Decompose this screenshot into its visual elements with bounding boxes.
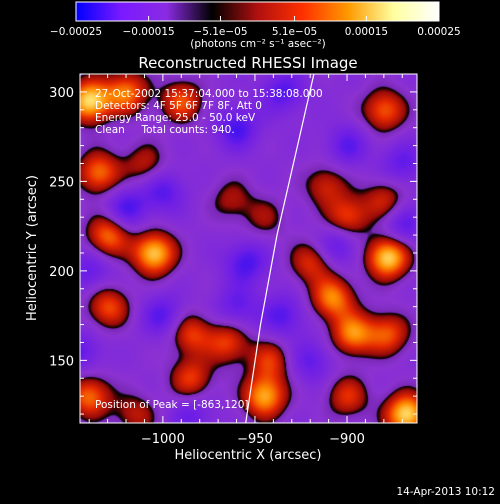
colorbar-tick-label: −0.00015 (122, 26, 174, 38)
y-tick-label: 150 (49, 354, 74, 369)
annotation-clean-counts: Clean Total counts: 940. (95, 124, 235, 136)
y-tick-label: 200 (49, 265, 74, 280)
annotation-detectors: Detectors: 4F 5F 6F 7F 8F, Att 0 (95, 100, 262, 112)
x-tick-label: −950 (237, 432, 273, 447)
heatmap-area (80, 74, 417, 423)
annotation-block: 27-Oct-2002 15:37:04.000 to 15:38:08.000… (95, 88, 323, 411)
x-axis-label: Heliocentric X (arcsec) (175, 448, 322, 463)
x-tick-label: −900 (329, 432, 365, 447)
y-axis-ticks: 150 200 250 300 (49, 73, 417, 415)
chart-title: Reconstructed RHESSI Image (138, 54, 357, 72)
heatmap-image (80, 74, 417, 423)
x-axis-ticks: −1000 −950 −900 (88, 74, 403, 447)
colorbar-ticks: −0.00025 −0.00015 −5.1e−05 5.1e−05 0.00015 0.… (50, 16, 461, 38)
annotation-energy-range: Energy Range: 25.0 - 50.0 keV (95, 112, 256, 124)
colorbar-tick-label: 0.00015 (345, 26, 388, 38)
y-axis-label: Heliocentric Y (arcsec) (25, 175, 40, 321)
y-tick-label: 300 (49, 86, 74, 101)
colorbar-tick-label: −0.00025 (50, 26, 102, 38)
y-tick-label: 250 (49, 175, 74, 190)
annotation-time-range: 27-Oct-2002 15:37:04.000 to 15:38:08.000 (95, 88, 323, 100)
colorbar-tick-label: −5.1e−05 (193, 26, 247, 38)
colorbar-tick-label: 5.1e−05 (272, 26, 317, 38)
footer-date: 14-Apr-2013 10:12 (396, 486, 495, 498)
x-tick-label: −1000 (141, 432, 185, 447)
colorbar-gradient (75, 1, 440, 22)
colorbar-unit-label: (photons cm⁻² s⁻¹ asec⁻²) (190, 38, 325, 50)
colorbar: −0.00025 −0.00015 −5.1e−05 5.1e−05 0.00015 0.… (50, 1, 461, 50)
solar-limb-line (245, 74, 315, 423)
plot-frame (79, 73, 418, 424)
colorbar-tick-label: 0.00025 (417, 26, 460, 38)
peak-position-label: Position of Peak = [-863,120] (95, 399, 249, 411)
